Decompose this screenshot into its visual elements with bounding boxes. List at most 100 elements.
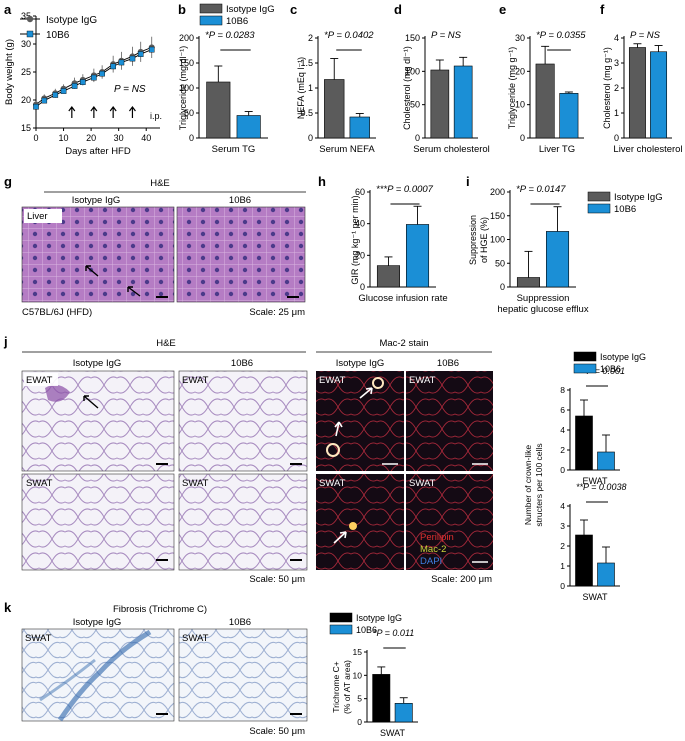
crown-ewat-chart: 0 2 4 6 8 ***P = 0.001 EWAT Number of crown-lik… [523, 366, 625, 527]
panel-label-i: i [466, 174, 470, 189]
chart-title: EWAT [583, 476, 608, 486]
crown-structure [45, 384, 70, 402]
injection-arrow-icon [109, 106, 117, 118]
x-tick-label: 20 [86, 133, 96, 143]
swat-tag: SWAT [25, 633, 52, 644]
chart-title: SWAT [583, 592, 608, 602]
y-tick-label: 6 [560, 405, 565, 415]
p-value: *P = 0.0283 [205, 30, 255, 41]
y-tick-label: 0 [560, 465, 565, 475]
crown-swat-chart: 0 1 2 3 4 **P = 0.0038 SWAT [560, 482, 626, 602]
y-tick-label: 0 [360, 282, 365, 292]
tissue-tag-box [24, 373, 58, 386]
legend-swatch-tenb6 [573, 363, 597, 374]
serum-nefa-chart: 0 0.5 1 1.5 2 *P = 0.0402 Serum NEFA NEFA (mEq … [296, 30, 376, 155]
y-tick-label: 1 [614, 108, 619, 118]
legend-swatch-isotype [329, 612, 353, 623]
bar-isotype [575, 534, 593, 587]
y-tick-label: 2 [560, 445, 565, 455]
chart-title: SWAT [380, 728, 405, 738]
j-mac2-title: Mac-2 stain [379, 338, 428, 349]
swat-mac2-isotype [316, 474, 404, 570]
g-caption: C57BL/6J (HFD) [22, 307, 92, 318]
bar-isotype [324, 79, 345, 139]
legend-marker-isotype [26, 15, 34, 23]
y-tick-label: 4 [560, 501, 565, 511]
legend-swatch-tenb6 [587, 203, 611, 214]
y-tick-label: 150 [405, 33, 420, 43]
y-tick-label: 1 [308, 83, 313, 93]
adipose-histology: H&E Mac-2 stain Isotype IgG 10B6 Isotype… [21, 338, 493, 585]
y-axis-label: Body weight (g) [4, 39, 15, 105]
y-axis-label: GIR (mg kg⁻¹ per min) [350, 195, 360, 284]
j-group-4: 10B6 [437, 358, 459, 369]
bar-isotype [206, 81, 231, 139]
liver-tag-box [24, 209, 62, 223]
chart-title: Glucose infusion rate [358, 293, 447, 304]
chart-title: Liver cholesterol [613, 144, 682, 155]
bar-10b6 [453, 65, 473, 139]
y-tick-label: 40 [355, 219, 365, 229]
y-tick-label: 50 [410, 100, 420, 110]
legend-label-tenb6: 10B6 [614, 204, 636, 215]
p-value: *P = 0.0402 [324, 30, 374, 41]
swat-tag: SWAT [182, 478, 209, 489]
data-point-10b6 [80, 79, 86, 85]
swat-he-isotype [21, 473, 175, 571]
arrow-icon [83, 395, 99, 409]
bar-10b6 [597, 451, 615, 471]
chart-title: Serum NEFA [319, 144, 375, 155]
j-scale-right: Scale: 200 μm [431, 574, 492, 585]
y-tick-label: 20 [355, 250, 365, 260]
chart-title: Suppression hepatic glucose efflux [497, 293, 588, 315]
gir-chart: 0 20 40 60 ***P = 0.0007 Glucose infusion rat… [350, 184, 448, 304]
p-value: P = NS [630, 30, 661, 41]
panel-label-c: c [290, 2, 297, 17]
y-tick-label: 60 [355, 187, 365, 197]
swat-tag: SWAT [182, 633, 209, 644]
legend-label-isotype: Isotype IgG [600, 352, 646, 362]
g-group-2: 10B6 [229, 195, 251, 206]
panel-label-j: j [3, 334, 8, 349]
arrow-icon [85, 265, 99, 277]
injection-arrow-icon [90, 106, 98, 118]
arrow-icon [333, 531, 347, 544]
k-group-2: 10B6 [229, 617, 251, 628]
bar-isotype [372, 674, 391, 723]
legend-swatch-isotype [587, 191, 611, 202]
bar-isotype [628, 47, 646, 139]
bar-10b6 [405, 224, 430, 288]
y-tick-label: 2 [308, 33, 313, 43]
ewat-tag: EWAT [182, 375, 209, 386]
y-tick-label: 4 [560, 425, 565, 435]
y-tick-label: 8 [560, 385, 565, 395]
bar-isotype [516, 277, 541, 288]
y-axis-label: Cholesterol (mg dl⁻¹) [402, 46, 412, 130]
panel-label-a: a [4, 2, 12, 17]
panel-label-e: e [499, 2, 506, 17]
arrow-icon [127, 286, 141, 297]
chart-title: Serum cholesterol [413, 144, 490, 155]
p-value: *P = 0.0355 [536, 30, 586, 41]
p-value: ***P = 0.0007 [376, 184, 434, 195]
swat-tag: SWAT [319, 478, 346, 489]
y-tick-label: 1 [560, 561, 565, 571]
legend-label-tenb6: 10B6 [356, 625, 377, 635]
legend-swatch-tenb6 [199, 15, 223, 26]
bar-10b6 [394, 703, 413, 723]
data-point-10b6 [118, 59, 125, 66]
y-tick-label: 0 [560, 581, 565, 591]
y-tick-label: 100 [405, 66, 420, 76]
x-tick-label: 30 [114, 133, 124, 143]
liver-tag: Liver [27, 211, 48, 222]
legend-swatch-isotype [199, 3, 223, 14]
j-group-2: 10B6 [231, 358, 253, 369]
y-tick-label: 30 [515, 33, 525, 43]
y-tick-label: 0 [357, 717, 362, 727]
swat-tag: SWAT [409, 478, 436, 489]
injection-label: i.p. [150, 111, 162, 121]
y-tick-label: 50 [495, 258, 505, 268]
data-point-10b6 [41, 97, 48, 104]
hge-chart: 0 50 100 150 200 *P = 0.0147 Suppression hepati… [468, 184, 589, 315]
